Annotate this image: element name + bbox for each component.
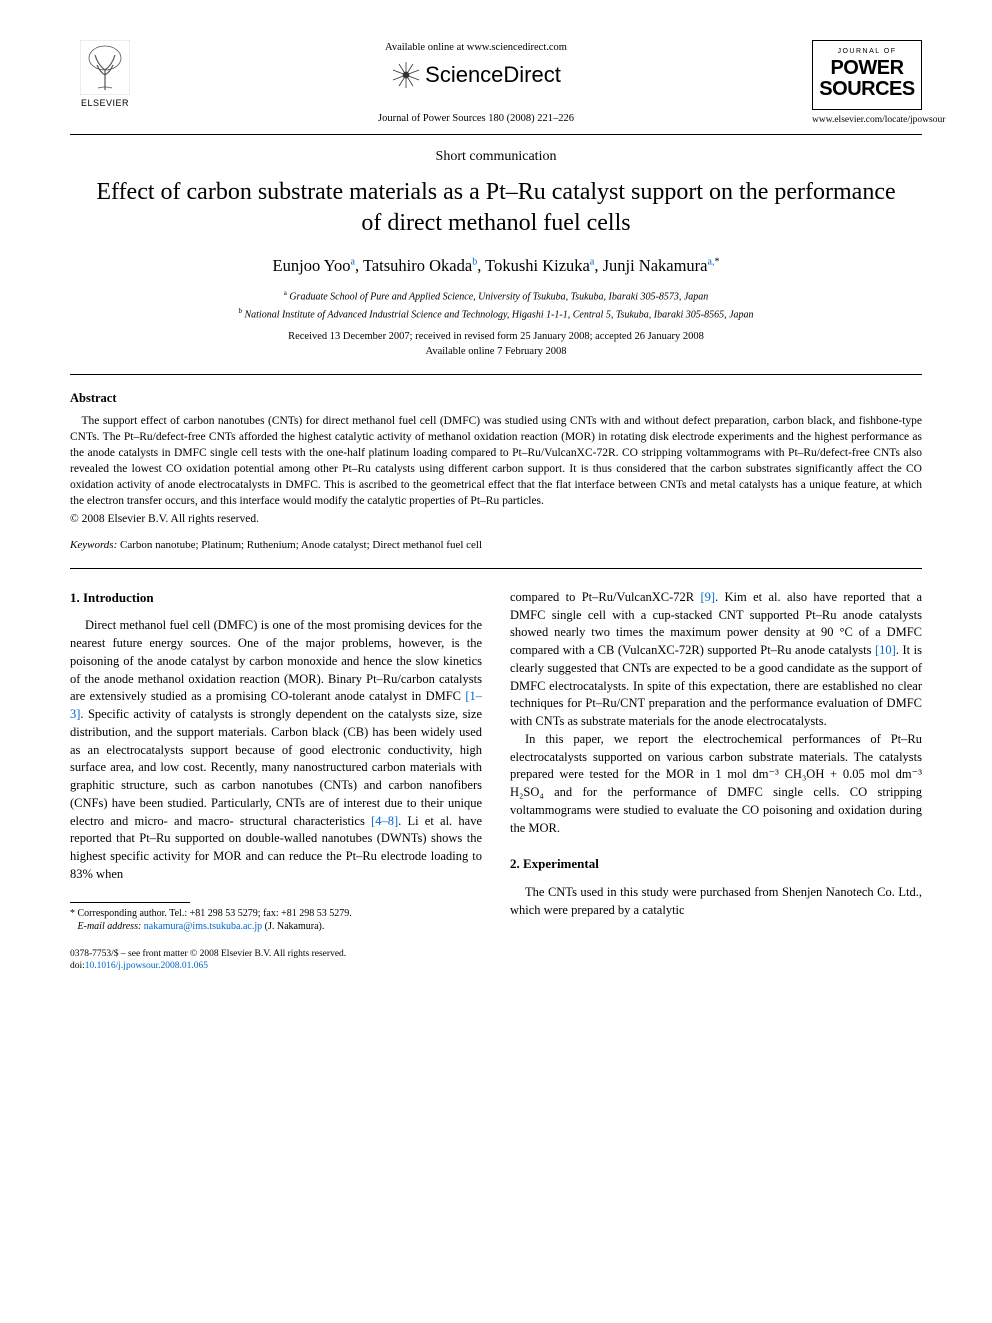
email-suffix: (J. Nakamura). xyxy=(262,921,324,932)
journal-logo: JOURNAL OF POWER SOURCES www.elsevier.co… xyxy=(812,40,922,128)
footnote-corr: * Corresponding author. Tel.: +81 298 53… xyxy=(70,907,482,921)
footer-info: 0378-7753/$ – see front matter © 2008 El… xyxy=(70,948,922,973)
available-online-text: Available online at www.sciencedirect.co… xyxy=(160,40,792,55)
intro-paragraph-1: Direct methanol fuel cell (DMFC) is one … xyxy=(70,617,482,883)
corresponding-email[interactable]: nakamura@ims.tsukuba.ac.jp xyxy=(144,921,262,932)
citation-4-8[interactable]: [4–8] xyxy=(371,814,398,828)
keywords-text: Carbon nanotube; Platinum; Ruthenium; An… xyxy=(120,539,482,551)
header-divider xyxy=(70,134,922,135)
doi-line: doi:10.1016/j.jpowsour.2008.01.065 xyxy=(70,960,922,972)
journal-url[interactable]: www.elsevier.com/locate/jpowsour xyxy=(812,114,922,128)
center-header: Available online at www.sciencedirect.co… xyxy=(140,40,812,126)
body-columns: 1. Introduction Direct methanol fuel cel… xyxy=(70,589,922,934)
section-2-heading: 2. Experimental xyxy=(510,855,922,873)
author-3-aff[interactable]: a xyxy=(590,256,594,267)
header-row: ELSEVIER Available online at www.science… xyxy=(70,40,922,128)
corresponding-footnote: * Corresponding author. Tel.: +81 298 53… xyxy=(70,907,482,934)
journal-logo-top: JOURNAL OF xyxy=(817,47,917,57)
keywords-label: Keywords: xyxy=(70,539,117,551)
journal-logo-power: POWER xyxy=(817,59,917,78)
author-3: Tokushi Kizuka xyxy=(485,256,590,275)
right-column: compared to Pt–Ru/VulcanXC-72R [9]. Kim … xyxy=(510,589,922,934)
keywords-line: Keywords: Carbon nanotube; Platinum; Rut… xyxy=(70,538,922,554)
author-1: Eunjoo Yoo xyxy=(273,256,351,275)
front-matter-line: 0378-7753/$ – see front matter © 2008 El… xyxy=(70,948,922,960)
sciencedirect-text: ScienceDirect xyxy=(425,59,561,91)
authors-line: Eunjoo Yooa, Tatsuhiro Okadab, Tokushi K… xyxy=(70,254,922,278)
intro-p1-a: Direct methanol fuel cell (DMFC) is one … xyxy=(70,618,482,703)
article-title: Effect of carbon substrate materials as … xyxy=(70,177,922,239)
email-label: E-mail address: xyxy=(78,921,142,932)
sciencedirect-logo: ScienceDirect xyxy=(391,59,561,91)
footnote-rule xyxy=(70,902,190,903)
author-1-aff[interactable]: a xyxy=(351,256,355,267)
elsevier-tree-icon xyxy=(80,40,130,95)
intro-p1-b: . Specific activity of catalysts is stro… xyxy=(70,707,482,828)
affiliation-a-text: Graduate School of Pure and Applied Scie… xyxy=(289,291,708,302)
affiliation-a: a Graduate School of Pure and Applied Sc… xyxy=(70,288,922,305)
abstract-heading: Abstract xyxy=(70,389,922,407)
author-2-aff[interactable]: b xyxy=(472,256,477,267)
left-column: 1. Introduction Direct methanol fuel cel… xyxy=(70,589,482,934)
journal-citation: Journal of Power Sources 180 (2008) 221–… xyxy=(160,111,792,126)
intro-paragraph-3: In this paper, we report the electrochem… xyxy=(510,731,922,838)
footnote-email-line: E-mail address: nakamura@ims.tsukuba.ac.… xyxy=(70,920,482,934)
affiliation-b: b National Institute of Advanced Industr… xyxy=(70,306,922,323)
abstract-text: The support effect of carbon nanotubes (… xyxy=(70,413,922,510)
experimental-paragraph-1: The CNTs used in this study were purchas… xyxy=(510,884,922,920)
intro-paragraph-2: compared to Pt–Ru/VulcanXC-72R [9]. Kim … xyxy=(510,589,922,731)
abstract-body: The support effect of carbon nanotubes (… xyxy=(70,413,922,510)
elsevier-logo: ELSEVIER xyxy=(70,40,140,120)
author-4-corr[interactable]: * xyxy=(714,256,719,267)
citation-10[interactable]: [10] xyxy=(875,643,896,657)
article-type: Short communication xyxy=(70,147,922,167)
author-4: Junji Nakamura xyxy=(603,256,708,275)
section-1-heading: 1. Introduction xyxy=(70,589,482,607)
affiliation-b-text: National Institute of Advanced Industria… xyxy=(244,310,753,321)
doi-label: doi: xyxy=(70,961,85,971)
journal-logo-sources: SOURCES xyxy=(817,80,917,99)
dates-line1: Received 13 December 2007; received in r… xyxy=(70,329,922,344)
abstract-bottom-rule xyxy=(70,568,922,569)
doi-link[interactable]: 10.1016/j.jpowsour.2008.01.065 xyxy=(85,961,208,971)
elsevier-label: ELSEVIER xyxy=(81,97,129,110)
author-2: Tatsuhiro Okada xyxy=(363,256,472,275)
abstract-copyright: © 2008 Elsevier B.V. All rights reserved… xyxy=(70,511,922,528)
abstract-top-rule xyxy=(70,374,922,375)
sd-burst-icon xyxy=(391,60,421,90)
intro-p2-a: compared to Pt–Ru/VulcanXC-72R xyxy=(510,590,700,604)
citation-9[interactable]: [9] xyxy=(700,590,715,604)
dates-line2: Available online 7 February 2008 xyxy=(70,344,922,359)
